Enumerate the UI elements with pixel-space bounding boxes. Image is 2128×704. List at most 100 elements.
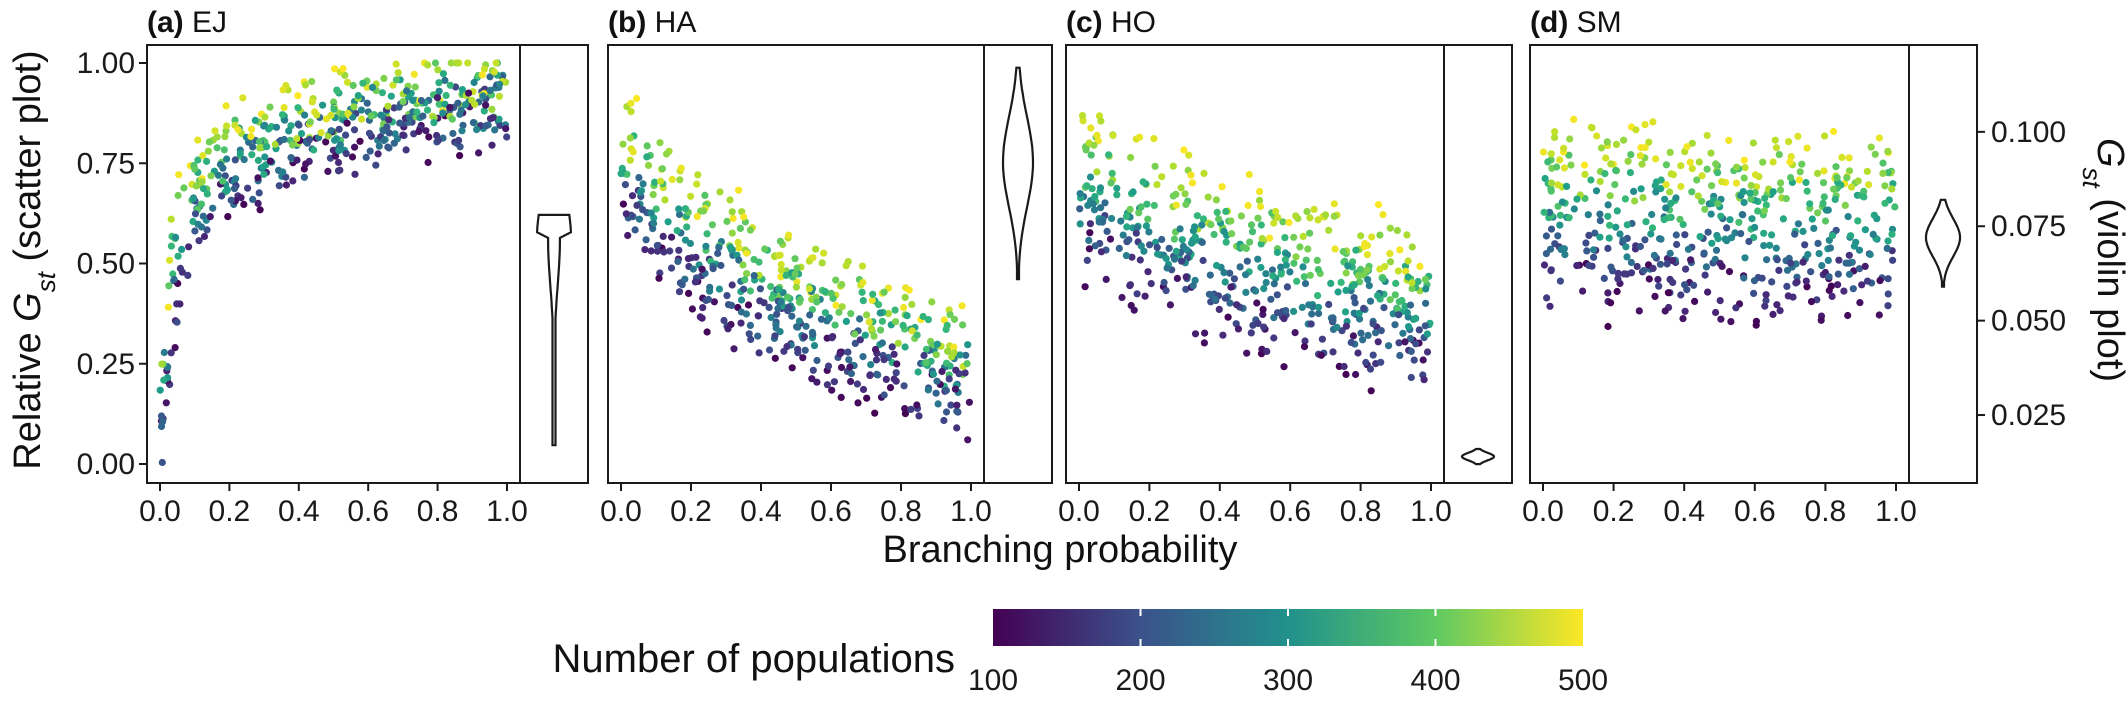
scatter-point: [920, 351, 928, 360]
scatter-point: [1350, 281, 1358, 289]
scatter-point: [1673, 240, 1681, 249]
scatter-point: [1374, 201, 1383, 209]
scatter-point: [169, 270, 177, 278]
scatter-point: [772, 321, 780, 329]
scatter-point: [1776, 186, 1785, 194]
scatter-point: [859, 297, 867, 305]
scatter-point: [1550, 133, 1559, 141]
scatter-point: [403, 87, 411, 95]
scatter-point: [384, 102, 392, 110]
scatter-point: [964, 341, 972, 349]
scatter-point: [165, 282, 173, 290]
scatter-point: [1775, 266, 1783, 274]
scatter-point: [1128, 253, 1136, 261]
scatter-point: [254, 199, 262, 207]
scatter-point: [158, 360, 166, 368]
scatter-point: [1829, 127, 1838, 136]
scatter-point: [739, 261, 747, 269]
scatter-point: [300, 173, 308, 181]
scatter-point: [1553, 163, 1561, 171]
scatter-point: [1845, 167, 1854, 175]
scatter-point: [1243, 257, 1251, 265]
scatter-point: [1831, 195, 1839, 203]
scatter-point: [1267, 295, 1275, 303]
scatter-point: [1135, 209, 1143, 217]
scatter-point: [1869, 230, 1877, 238]
scatter-point: [435, 87, 443, 95]
scatter-point: [279, 86, 287, 94]
scatter-point: [943, 321, 951, 329]
scatter-point: [469, 119, 477, 127]
scatter-point: [1273, 248, 1281, 257]
scatter-point: [447, 59, 455, 67]
scatter-point: [745, 330, 753, 338]
scatter-point: [1200, 339, 1208, 347]
x-tick-label: 1.0: [1875, 495, 1917, 528]
scatter-point: [1663, 260, 1671, 268]
scatter-point: [1833, 174, 1841, 182]
scatter-point: [1726, 216, 1734, 224]
scatter-point: [1227, 283, 1235, 291]
scatter-point: [1604, 322, 1612, 331]
scatter-point: [359, 79, 367, 87]
scatter-point: [473, 126, 481, 134]
scatter-point: [1166, 301, 1174, 309]
scatter-point: [171, 344, 179, 352]
scatter-point: [1649, 264, 1657, 272]
scatter-point: [1570, 205, 1578, 213]
scatter-point: [184, 271, 192, 279]
scatter-point: [1366, 297, 1375, 305]
scatter-point: [675, 205, 683, 213]
scatter-point: [1614, 269, 1622, 277]
scatter-point: [1404, 323, 1413, 331]
scatter-point: [747, 335, 755, 343]
scatter-point: [1093, 168, 1101, 176]
scatter-point: [1769, 310, 1777, 318]
scatter-point: [1222, 207, 1230, 216]
scatter-point: [1153, 181, 1161, 189]
scatter-point: [424, 61, 432, 69]
scatter-point: [928, 341, 936, 349]
scatter-point: [1337, 278, 1345, 286]
scatter-point: [395, 103, 403, 111]
scatter-point: [1408, 284, 1416, 293]
scatter-point: [1330, 212, 1338, 220]
scatter-point: [1739, 211, 1747, 219]
scatter-point: [853, 380, 862, 388]
scatter-point: [1301, 280, 1310, 288]
scatter-point: [952, 366, 960, 374]
scatter-point: [479, 92, 487, 100]
scatter-point: [847, 370, 856, 378]
scatter-point: [216, 160, 224, 169]
scatter-point: [409, 96, 417, 104]
scatter-point: [1306, 214, 1314, 222]
scatter-point: [1714, 235, 1722, 243]
scatter-point: [1810, 224, 1818, 232]
scatter-point: [1546, 245, 1555, 253]
scatter-point: [387, 92, 395, 100]
scatter-point: [838, 280, 846, 289]
scatter-point: [470, 78, 478, 87]
scatter-point: [1406, 301, 1415, 309]
scatter-point: [1714, 169, 1722, 177]
scatter-point: [1703, 131, 1711, 140]
scatter-point: [1704, 288, 1712, 296]
scatter-point: [1854, 217, 1862, 225]
scatter-point: [1087, 124, 1095, 132]
scatter-point: [1151, 162, 1159, 170]
scatter-point: [1310, 205, 1318, 213]
scatter-point: [1855, 246, 1864, 254]
scatter-point: [951, 385, 960, 393]
scatter-point: [330, 98, 338, 106]
scatter-point: [1554, 232, 1562, 240]
scatter-point: [1772, 244, 1780, 252]
scatter-point: [496, 80, 504, 88]
scatter-point: [1325, 300, 1333, 309]
scatter-point: [658, 165, 667, 173]
scatter-point: [808, 375, 816, 383]
scatter-point: [1655, 282, 1663, 290]
scatter-point: [1813, 169, 1822, 177]
scatter-point: [675, 210, 684, 219]
scatter-point: [1118, 293, 1126, 302]
scatter-point: [392, 60, 400, 68]
